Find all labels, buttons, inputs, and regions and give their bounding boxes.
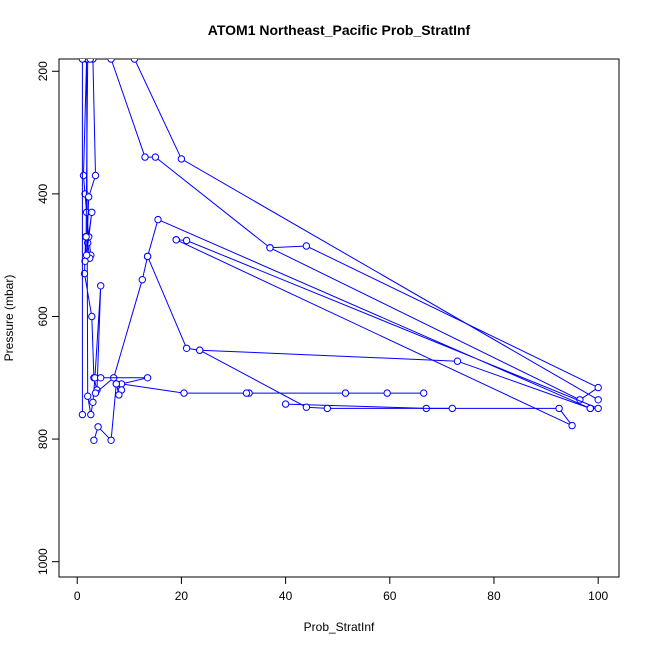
chart-title: ATOM1 Northeast_Pacific Prob_StratInf bbox=[208, 22, 471, 38]
y-tick-label: 400 bbox=[36, 184, 50, 204]
series-line bbox=[175, 239, 573, 427]
data-point bbox=[88, 208, 96, 217]
data-point bbox=[420, 389, 428, 397]
plot-frame bbox=[58, 58, 620, 578]
data-point bbox=[143, 252, 152, 261]
x-tick-label: 20 bbox=[175, 589, 189, 603]
data-point bbox=[555, 404, 563, 413]
data-point bbox=[87, 410, 95, 419]
series-line bbox=[134, 59, 599, 401]
data-point bbox=[138, 276, 147, 284]
x-axis-label: Prob_StratInf bbox=[304, 620, 375, 634]
y-tick-label: 800 bbox=[36, 429, 50, 449]
data-point bbox=[151, 153, 160, 161]
x-tick-label: 100 bbox=[588, 589, 608, 603]
data-point bbox=[341, 389, 350, 397]
data-point bbox=[84, 392, 92, 400]
data-point bbox=[172, 236, 180, 244]
data-point bbox=[242, 389, 251, 397]
data-point bbox=[177, 155, 186, 163]
data-point bbox=[143, 374, 152, 382]
data-point bbox=[97, 282, 105, 290]
series-line bbox=[95, 218, 599, 409]
data-point bbox=[88, 312, 96, 321]
data-point bbox=[82, 233, 90, 241]
data-point bbox=[323, 404, 331, 413]
data-point bbox=[85, 193, 93, 201]
data-point bbox=[78, 59, 87, 63]
y-tick-label: 200 bbox=[36, 61, 50, 81]
data-point bbox=[302, 242, 311, 250]
data-point bbox=[448, 404, 456, 413]
data-point bbox=[91, 389, 100, 397]
data-point bbox=[281, 400, 290, 408]
data-point bbox=[453, 357, 462, 365]
data-point bbox=[594, 404, 602, 413]
data-point bbox=[81, 257, 89, 265]
data-point bbox=[91, 171, 100, 180]
data-point bbox=[568, 421, 576, 430]
y-tick-label: 1000 bbox=[36, 548, 50, 575]
series-line bbox=[81, 59, 91, 415]
data-point bbox=[182, 344, 191, 352]
data-point bbox=[82, 251, 91, 259]
y-tick-label: 600 bbox=[36, 306, 50, 326]
data-point bbox=[79, 171, 88, 180]
data-point bbox=[94, 423, 102, 431]
data-point bbox=[196, 346, 204, 354]
data-point bbox=[112, 380, 121, 388]
data-point bbox=[107, 59, 115, 63]
data-point bbox=[383, 389, 391, 397]
y-axis: 200 400 600 800 1000 bbox=[36, 61, 60, 575]
data-point bbox=[141, 153, 149, 161]
data-point bbox=[594, 383, 602, 392]
x-tick-label: 80 bbox=[487, 589, 501, 603]
data-point bbox=[107, 436, 115, 444]
data-point bbox=[89, 398, 97, 406]
data-point bbox=[78, 410, 87, 419]
data-point bbox=[86, 59, 94, 63]
data-point bbox=[130, 59, 139, 63]
data-point bbox=[594, 396, 602, 404]
x-axis: 0 20 40 60 80 100 bbox=[74, 576, 608, 603]
series-line bbox=[147, 256, 591, 409]
x-tick-label: 60 bbox=[383, 589, 397, 603]
data-point bbox=[302, 403, 311, 411]
data-point bbox=[266, 244, 274, 252]
data-point bbox=[586, 404, 594, 413]
data-point bbox=[115, 391, 123, 399]
data-point bbox=[180, 389, 188, 397]
x-tick-label: 0 bbox=[74, 589, 81, 603]
series-line bbox=[199, 349, 453, 409]
x-tick-label: 40 bbox=[279, 589, 293, 603]
data-point bbox=[154, 215, 162, 224]
data-point bbox=[182, 236, 191, 245]
y-axis-label: Pressure (mbar) bbox=[2, 275, 16, 362]
data-point bbox=[97, 374, 105, 382]
data-point bbox=[90, 436, 98, 444]
series-group bbox=[78, 59, 602, 444]
series-line bbox=[84, 59, 97, 262]
